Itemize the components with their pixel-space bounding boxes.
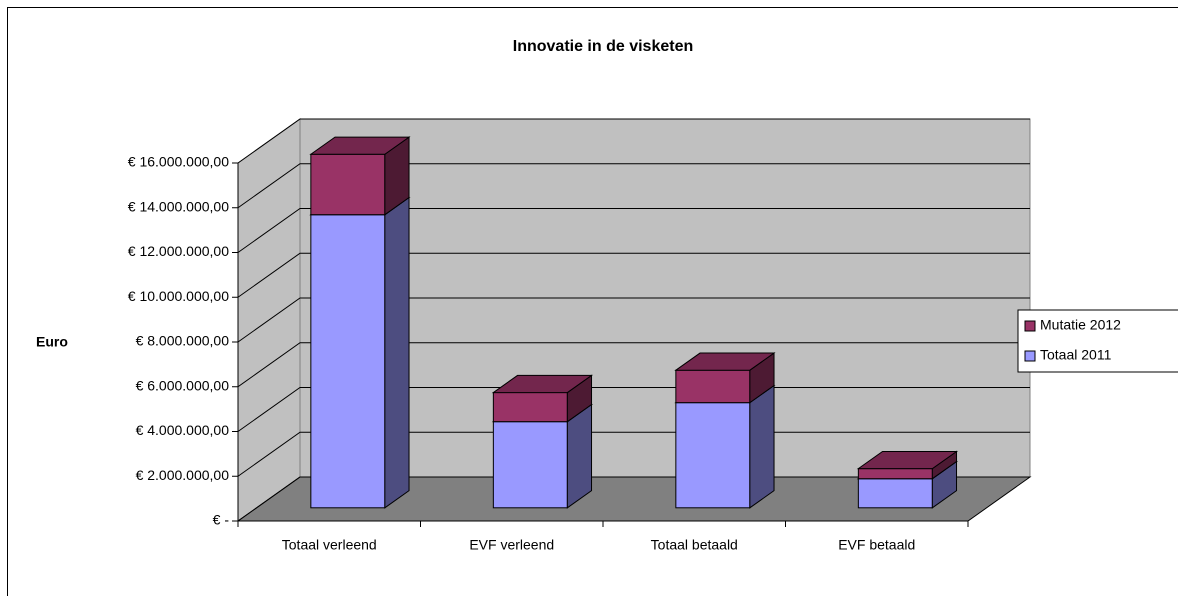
bar-side: [566, 403, 593, 509]
y-tick-label: € 16.000.000,00: [128, 154, 229, 170]
grid-line: [237, 387, 1030, 432]
bar-side: [749, 384, 775, 509]
y-tick-label: € 2.000.000,00: [136, 467, 230, 483]
x-tick-label: EVF betaald: [838, 537, 915, 553]
legend-label: Mutatie 2012: [1040, 317, 1121, 333]
y-tick-label: € 4.000.000,00: [136, 422, 230, 438]
bar: [857, 468, 933, 480]
legend-swatch: [1024, 350, 1036, 362]
bar: [310, 153, 386, 216]
bar-top: [856, 450, 959, 470]
bar: [675, 402, 751, 509]
legend-box: [1017, 309, 1178, 373]
bar: [310, 214, 386, 509]
bar: [492, 392, 568, 423]
legend-swatch: [1024, 320, 1036, 332]
grid-line: [237, 118, 1030, 164]
grid-line: [237, 208, 1030, 253]
chart-title: Innovatie in de visketen: [513, 38, 694, 55]
grid-line: [237, 163, 1030, 209]
grid-line: [237, 252, 1030, 298]
y-tick-label: € 10.000.000,00: [128, 288, 229, 304]
x-tick-label: Totaal verleend: [282, 537, 377, 553]
grid-line: [237, 297, 1030, 343]
y-tick-label: € 12.000.000,00: [128, 243, 229, 259]
bar-top: [309, 136, 411, 155]
y-tick-label: € 6.000.000,00: [136, 377, 230, 393]
grid-line: [237, 342, 1030, 388]
bar: [857, 478, 933, 509]
x-tick-label: Totaal betaald: [651, 537, 738, 553]
y-tick-label: € 14.000.000,00: [128, 198, 229, 214]
grid-line: [237, 476, 1030, 522]
y-axis-label: Euro: [36, 334, 68, 350]
y-tick-label: € 8.000.000,00: [136, 333, 230, 349]
grid-line: [237, 431, 1030, 477]
bar-side: [384, 196, 410, 509]
bar-top: [674, 352, 776, 371]
legend-label: Totaal 2011: [1040, 347, 1112, 363]
bar: [492, 421, 568, 509]
y-tick-label: € -: [213, 512, 230, 528]
x-tick-label: EVF verleend: [469, 537, 554, 553]
bar: [675, 369, 751, 404]
bar-top: [491, 374, 594, 394]
